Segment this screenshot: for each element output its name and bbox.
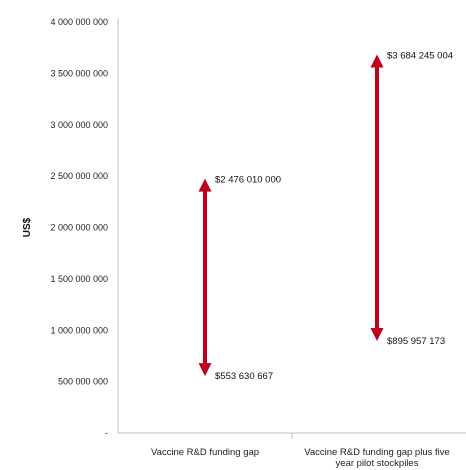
low-value-label: $895 957 173 bbox=[387, 336, 445, 347]
y-tick-label: - bbox=[105, 428, 108, 438]
range-arrow-head-high bbox=[198, 178, 212, 192]
y-tick-label: 2 500 000 000 bbox=[50, 171, 108, 181]
high-value-label: $3 684 245 004 bbox=[387, 50, 453, 61]
range-arrow-shaft bbox=[203, 190, 207, 365]
range-arrow-head-high bbox=[370, 54, 384, 68]
y-axis-ticks: - 500 000 000 1 000 000 000 1 500 000 000 2 … bbox=[50, 17, 108, 438]
range-arrow-shaft bbox=[375, 66, 379, 329]
category-label: Vaccine R&D funding gap plus five year pi… bbox=[304, 447, 450, 469]
high-value-label: $2 476 010 000 bbox=[215, 175, 281, 186]
y-tick-label: 500 000 000 bbox=[58, 377, 108, 387]
range-arrows: $2 476 010 000 $553 630 667 $3 684 245 004… bbox=[198, 50, 453, 382]
y-tick-label: 2 000 000 000 bbox=[50, 223, 108, 233]
low-value-label: $553 630 667 bbox=[215, 371, 273, 382]
y-tick-label: 1 500 000 000 bbox=[50, 274, 108, 284]
category-labels: Vaccine R&D funding gap Vaccine R&D fundi… bbox=[151, 433, 450, 469]
y-tick-label: 4 000 000 000 bbox=[50, 17, 108, 27]
range-arrow-head-low bbox=[198, 363, 212, 377]
y-tick-label: 1 000 000 000 bbox=[50, 325, 108, 335]
range-arrow-head-low bbox=[370, 327, 384, 341]
category-label: Vaccine R&D funding gap bbox=[151, 447, 259, 458]
y-axis-label: US$ bbox=[22, 217, 33, 237]
y-tick-label: 3 000 000 000 bbox=[50, 120, 108, 130]
y-tick-label: 3 500 000 000 bbox=[50, 68, 108, 78]
